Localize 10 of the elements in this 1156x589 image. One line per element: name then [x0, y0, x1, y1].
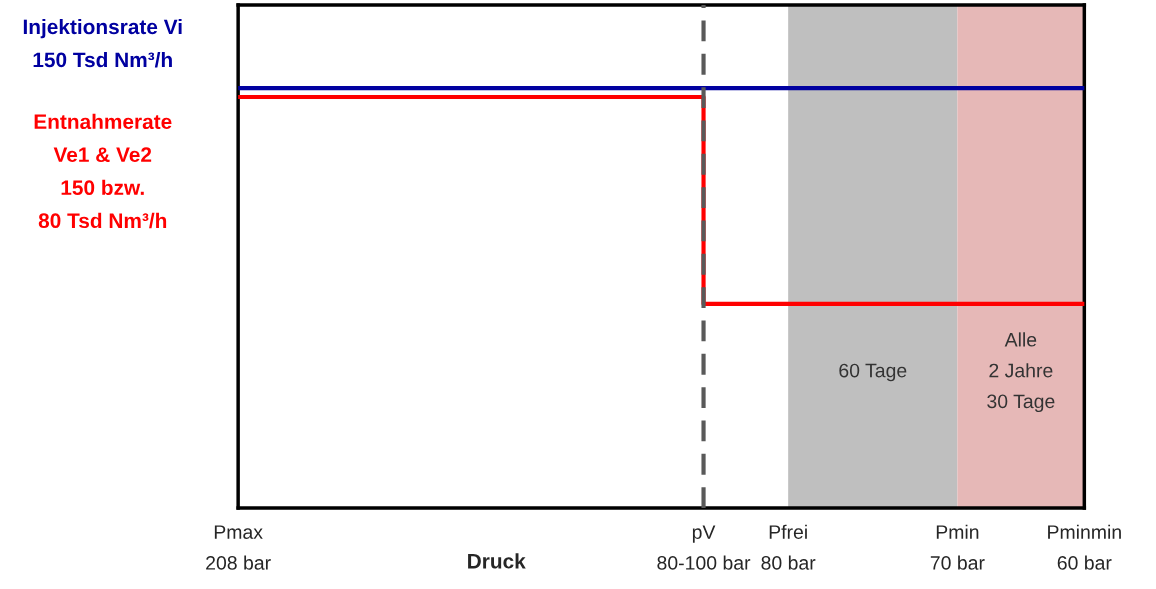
band-label: 60 Tage: [839, 363, 907, 382]
x-tick-label: Pfrei 80 bar: [761, 524, 816, 570]
x-tick-label: pV 80-100 bar: [657, 525, 751, 570]
x-tick-label: Pmin 70 bar: [930, 524, 985, 570]
text: Entnahmerate Ve1 & Ve2 150 bzw. 80 Tsd Nm³/h: [34, 113, 172, 229]
x-tick-label: Pminmin 60 bar: [1048, 524, 1121, 570]
x-tick-label: Pmax 208 bar: [206, 525, 271, 570]
x-axis-title: Druck: [468, 553, 526, 569]
text: Injektionsrate Vi 150 Tsd Nm³/h: [23, 18, 182, 68]
band-label: Alle 2 Jahre 30 Tage: [987, 332, 1055, 413]
